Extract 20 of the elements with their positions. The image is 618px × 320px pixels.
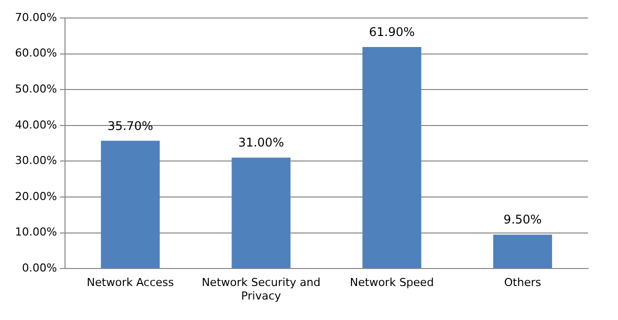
data-label: 35.70% <box>107 118 154 133</box>
bar <box>100 140 160 268</box>
y-tick-label: 60.00% <box>14 46 57 60</box>
bar <box>232 158 291 268</box>
y-tick-label: 0.00% <box>22 261 57 274</box>
data-label: 31.00% <box>238 136 284 150</box>
x-tick-label: Network Security and Privacy <box>202 276 320 302</box>
y-tick-label: 40.00% <box>14 118 57 132</box>
bar <box>493 234 552 268</box>
bar <box>362 47 422 268</box>
y-tick-label: 10.00% <box>14 226 57 239</box>
data-label: 9.50% <box>504 212 542 227</box>
data-label: 61.90% <box>368 25 415 40</box>
x-tick-label: Network Speed <box>350 276 434 290</box>
y-tick-label: 50.00% <box>14 82 57 96</box>
y-tick-label: 20.00% <box>14 190 57 203</box>
x-tick-label: Network Access <box>86 276 174 290</box>
y-tick-label: 70.00% <box>14 10 57 24</box>
y-tick-label: 30.00% <box>14 154 57 168</box>
x-tick-label: Others <box>504 276 542 290</box>
